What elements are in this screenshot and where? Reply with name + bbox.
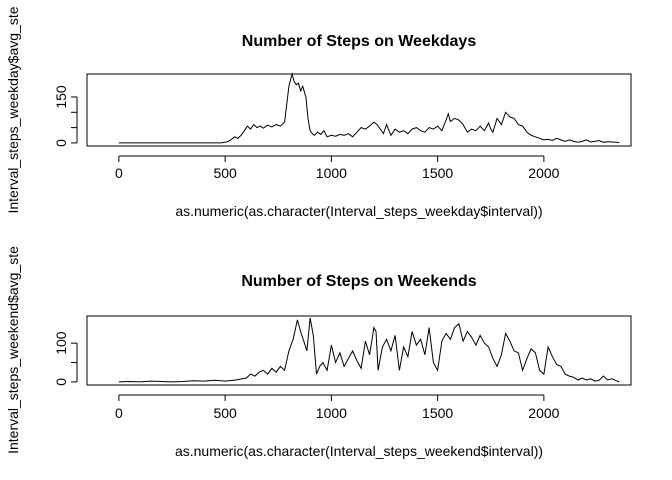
x-tick-label: 0 [115,405,123,421]
x-axis-title: as.numeric(as.character(Interval_steps_w… [175,203,542,219]
plot-frame [86,315,632,386]
y-axis-title: Interval_steps_weekday$avg_ste [5,6,21,213]
x-tick-label: 500 [213,405,237,421]
y-axis: 0 100 [53,331,78,386]
y-tick-label: 0 [53,378,69,386]
x-axis-title: as.numeric(as.character(Interval_steps_w… [175,443,543,459]
y-tick-label: 0 [53,139,69,147]
chart-title: Number of Steps on Weekdays [242,33,477,50]
x-tick-label: 0 [115,165,123,181]
plot-frame [86,73,632,147]
x-tick-label: 1000 [316,165,347,181]
x-axis: 0 500 1000 1500 2000 [115,394,560,421]
y-tick-label: 100 [53,331,69,355]
chart-title: Number of Steps on Weekends [241,273,476,290]
x-tick-label: 1000 [316,405,347,421]
series-line [118,317,620,383]
x-tick-label: 1500 [422,165,453,181]
series-line [118,72,620,144]
x-tick-label: 1500 [422,405,453,421]
x-axis: 0 500 1000 1500 2000 [115,155,560,181]
y-axis: 0 150 [53,85,78,147]
x-tick-label: 500 [213,165,237,181]
x-tick-label: 2000 [528,405,559,421]
x-tick-label: 2000 [528,165,559,181]
y-axis-title: Interval_steps_weekend$avg_ste [5,246,21,454]
y-tick-label: 150 [53,85,69,109]
